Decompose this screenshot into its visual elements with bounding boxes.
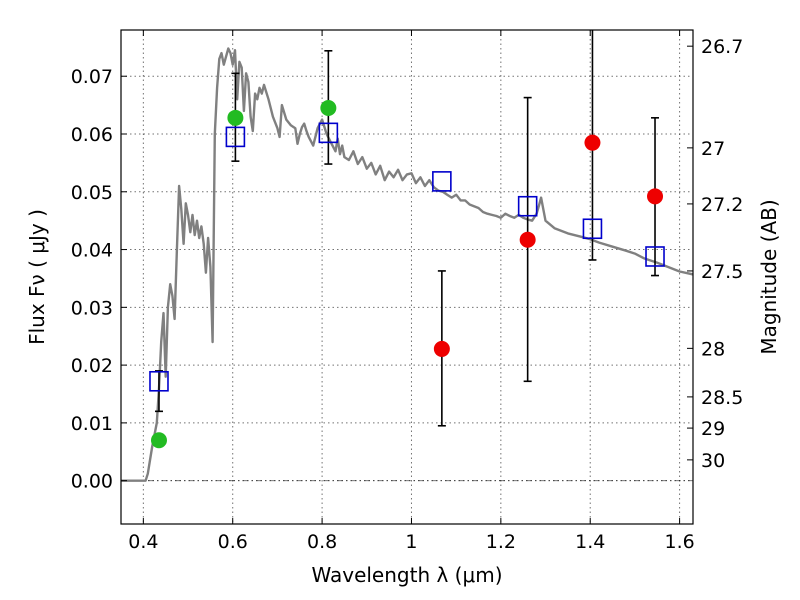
model-point	[645, 246, 665, 267]
data-point	[433, 340, 450, 357]
data-point	[519, 231, 536, 248]
right-tick-label: 30	[701, 450, 725, 472]
y-axis-label: Flux Fν ( μJy )	[25, 209, 49, 345]
right-tick-label: 27.5	[701, 261, 743, 283]
x-tick-label: 0.4	[128, 531, 158, 553]
y-tick-label: 0.04	[71, 240, 113, 262]
x-tick-label: 1.2	[486, 531, 516, 553]
y-tick-label: 0.03	[71, 297, 113, 319]
data-point	[150, 432, 167, 449]
data-point	[320, 100, 337, 116]
data-point	[647, 188, 664, 205]
x-axis-label: Wavelength λ (μm)	[311, 563, 502, 587]
y-tick-label: 0.05	[71, 182, 113, 204]
data-point	[227, 109, 244, 126]
right-tick-label: 26.7	[701, 36, 743, 58]
y-tick-label: 0.02	[71, 355, 113, 377]
y-tick-label: 0.06	[71, 124, 113, 146]
data-point	[584, 134, 601, 151]
model-point	[517, 195, 538, 217]
sed-model-layer	[121, 47, 693, 482]
x-axis: 0.4 0.6 0.8 1 1.2 1.4 1.6	[128, 30, 695, 553]
x-tick-label: 0.6	[218, 531, 248, 553]
model-point	[318, 122, 339, 144]
y-tick-label: 0.01	[71, 413, 113, 435]
right-tick-label: 29	[701, 418, 725, 440]
x-tick-label: 0.8	[307, 531, 337, 553]
right-axis: 26.7 27 27.2 27.5 28 28.5 29 30	[687, 36, 743, 472]
x-tick-label: 1	[405, 531, 417, 553]
y-tick-label: 0.00	[71, 471, 113, 493]
right-tick-label: 27	[701, 138, 725, 160]
right-tick-label: 27.2	[701, 194, 743, 216]
right-tick-label: 28.5	[701, 387, 743, 409]
right-tick-label: 28	[701, 338, 725, 360]
model-point	[149, 370, 169, 392]
x-tick-label: 1.4	[575, 531, 605, 553]
data-markers	[149, 100, 665, 449]
grid	[121, 30, 693, 524]
error-bars	[154, 30, 660, 427]
plot-frame	[120, 29, 694, 525]
y-tick-label: 0.07	[71, 66, 113, 88]
model-point	[582, 218, 603, 240]
sed-model-line	[121, 47, 693, 482]
model-point	[432, 171, 452, 192]
model-point	[225, 126, 246, 148]
right-axis-label: Magnitude (AB)	[757, 199, 781, 354]
x-tick-label: 1.6	[664, 531, 694, 553]
y-axis: 0.00 0.01 0.02 0.03 0.04 0.05 0.06 0.07	[71, 66, 127, 493]
